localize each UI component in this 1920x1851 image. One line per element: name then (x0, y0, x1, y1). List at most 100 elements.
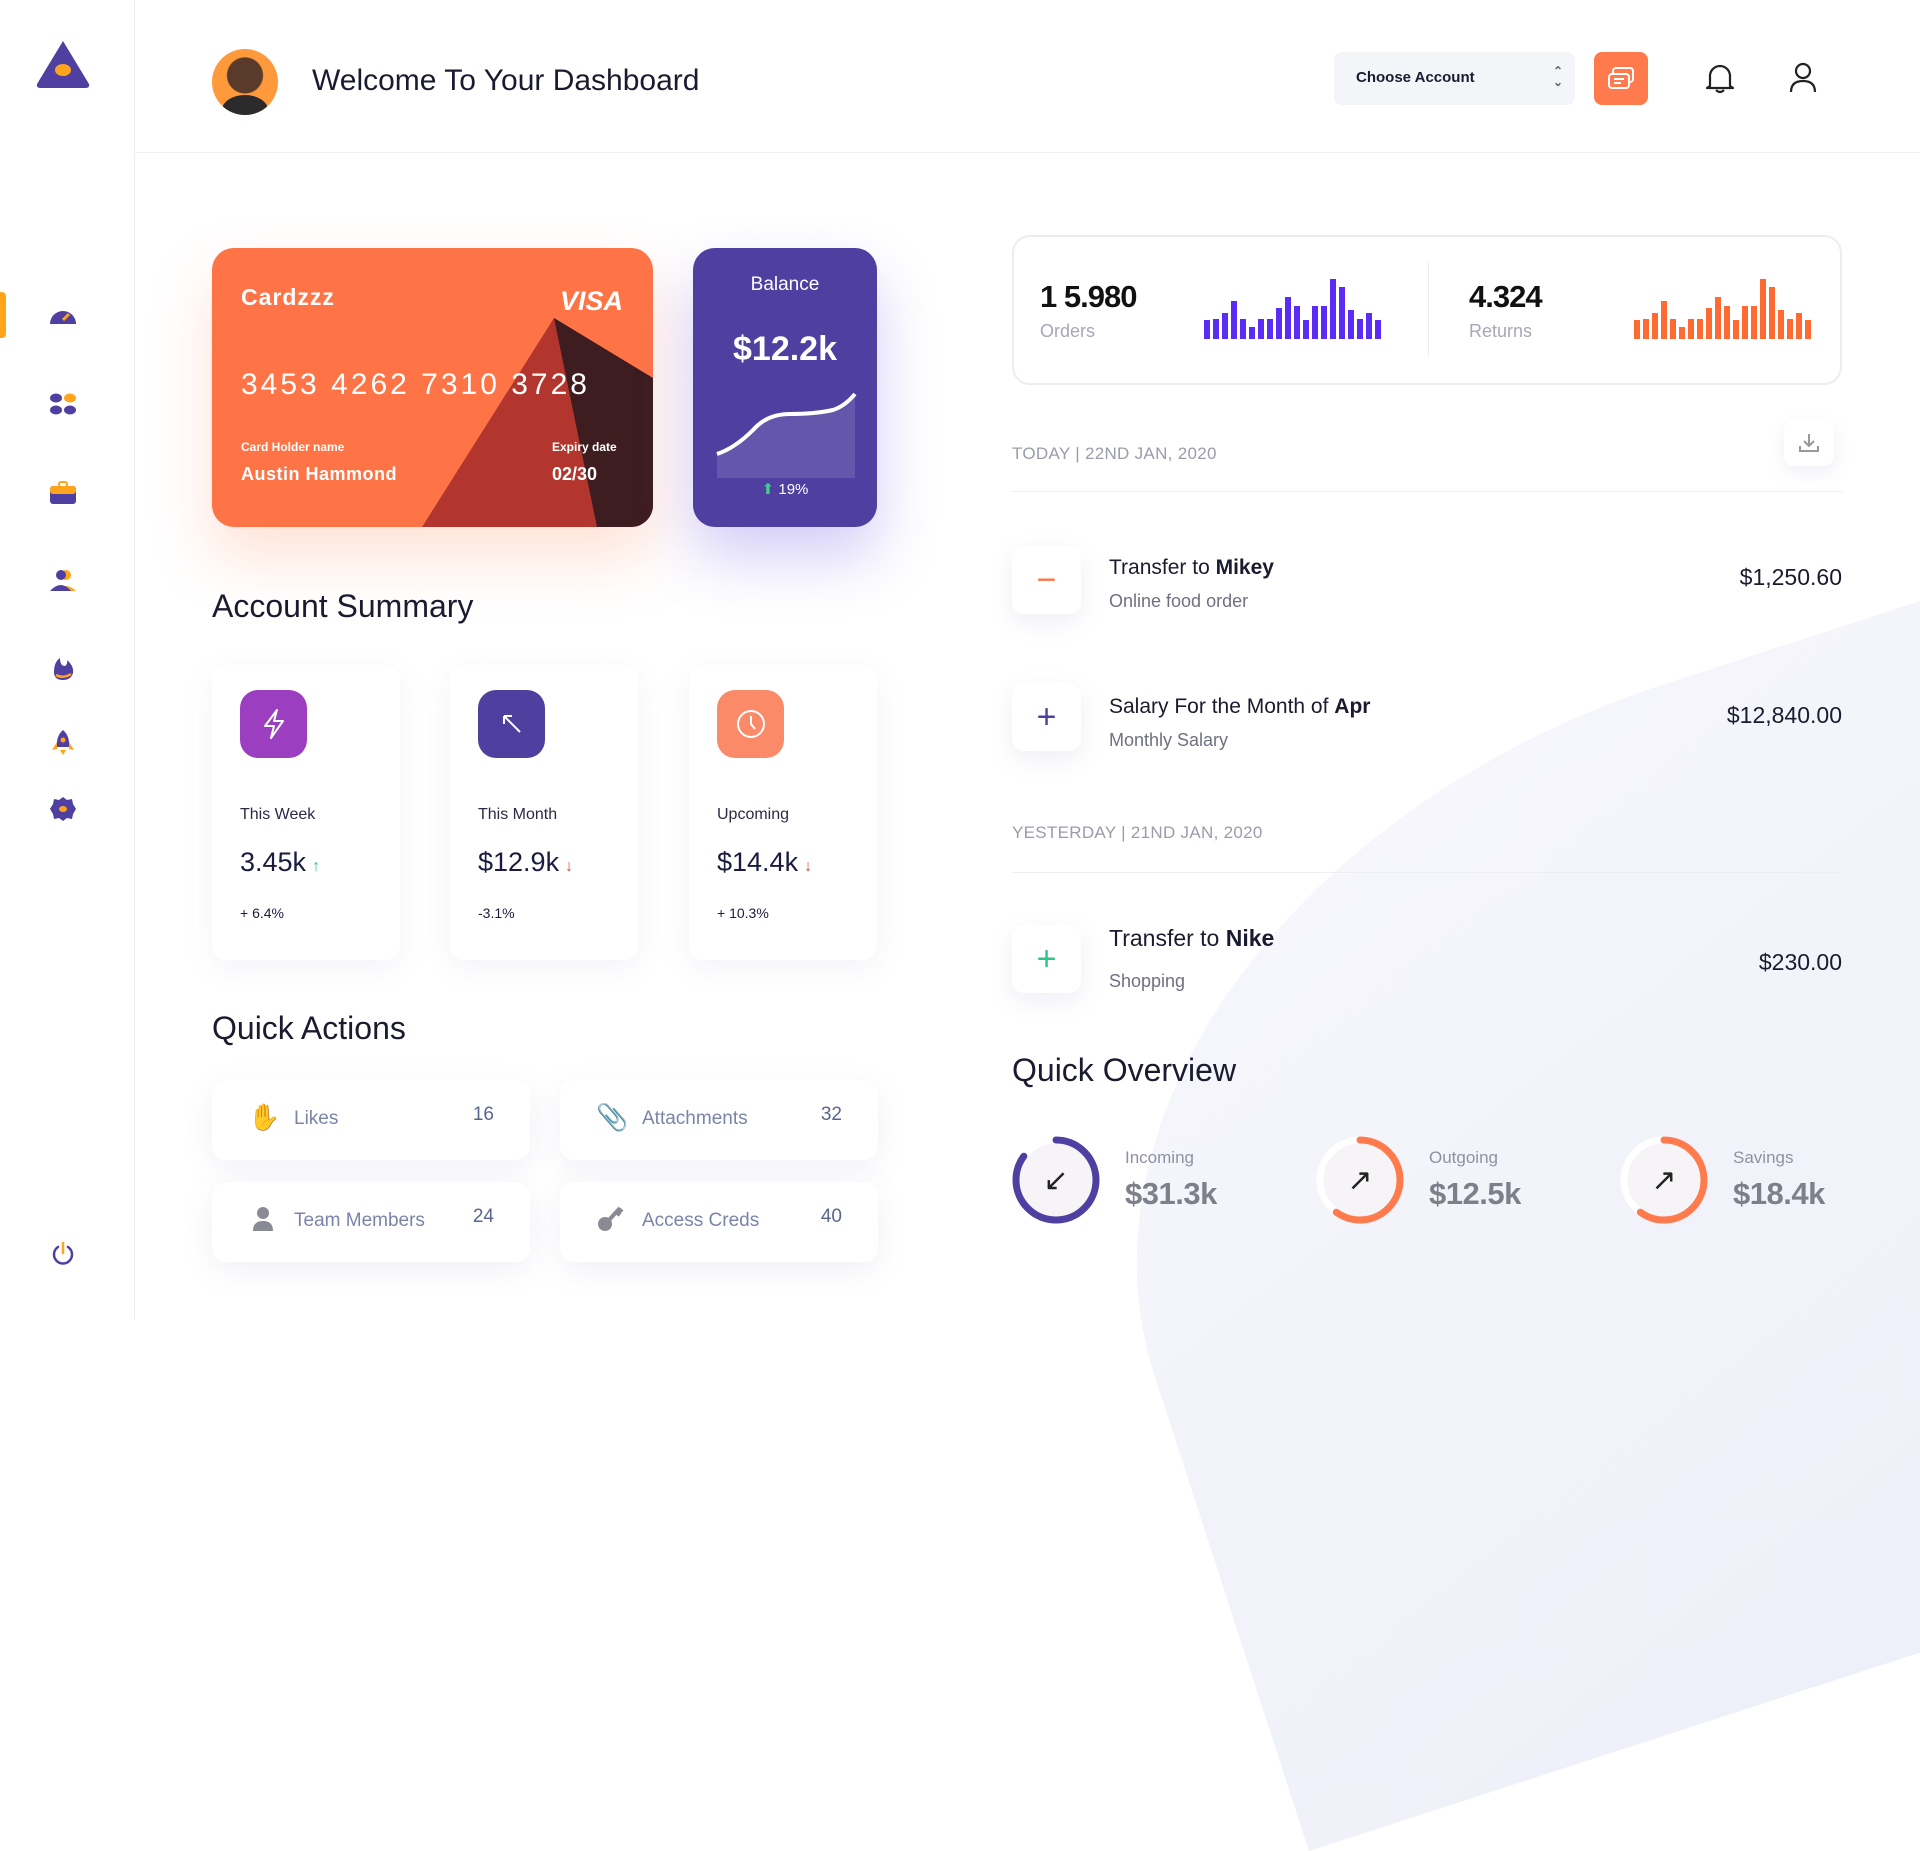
count: 32 (820, 1104, 842, 1125)
dashboard-icon[interactable] (45, 298, 81, 334)
returns-bar (1724, 306, 1730, 339)
credit-card[interactable]: Cardzzz VISA 3453 4262 7310 3728 Card Ho… (212, 248, 653, 527)
orders-bar (1321, 306, 1327, 339)
returns-value: 4.324 (1469, 279, 1543, 314)
summary-value: 3.45k ↑ (240, 847, 320, 878)
returns-bar (1769, 287, 1775, 339)
messages-button[interactable] (1594, 52, 1648, 105)
header-divider (135, 152, 1920, 153)
orders-label: Orders (1040, 321, 1096, 341)
active-indicator (0, 292, 6, 338)
summary-label: This Month (478, 806, 558, 823)
count: 16 (472, 1104, 494, 1125)
orders-bar (1348, 310, 1354, 339)
orders-bar (1240, 318, 1246, 339)
stats-panel: 1 5.980 Orders 4.324 Returns (1012, 235, 1842, 385)
summary-card-this-week[interactable]: This Week 3.45k ↑ + 6.4% (212, 665, 400, 960)
orders-bar (1366, 313, 1372, 339)
overview-label: Outgoing (1429, 1148, 1498, 1167)
plus-icon[interactable]: + (1012, 925, 1081, 993)
name: Mikey (1215, 556, 1274, 579)
orders-bar (1204, 320, 1210, 339)
returns-bar (1751, 306, 1757, 339)
returns-bar-chart (1634, 277, 1811, 339)
returns-bar (1715, 297, 1721, 339)
balance-sparkline (716, 392, 857, 478)
orders-bar (1285, 297, 1291, 339)
card-holder-name: Austin Hammond (241, 464, 398, 484)
orders-bar (1213, 318, 1219, 339)
orders-bar (1231, 300, 1237, 339)
settings-icon[interactable] (45, 791, 81, 827)
key-icon (598, 1206, 624, 1231)
orders-value: 1 5.980 (1040, 279, 1137, 314)
label: Team Members (294, 1210, 425, 1231)
overview-label: Incoming (1125, 1148, 1194, 1167)
balance-change: ⬆ 19% (693, 480, 877, 498)
count: 24 (472, 1206, 494, 1227)
transaction-title: Transfer to Mikey (1109, 556, 1274, 580)
arrow-icon: ↗ (1347, 1164, 1372, 1197)
returns-bar (1697, 318, 1703, 339)
summary-card-this-month[interactable]: This Month $12.9k ↓ -3.1% (450, 665, 638, 960)
bell-icon[interactable] (1705, 62, 1735, 94)
plus-icon[interactable]: + (1012, 683, 1081, 751)
lightning-icon (240, 690, 307, 758)
download-icon (1799, 434, 1819, 452)
quick-action-likes[interactable]: ✋ Likes 16 (212, 1080, 530, 1160)
up-arrow-icon: ⬆ (761, 481, 779, 498)
power-icon[interactable] (45, 1236, 81, 1272)
apps-icon[interactable] (45, 386, 81, 422)
visa-logo: VISA (559, 286, 623, 316)
avatar[interactable] (212, 49, 278, 115)
expiry-date: 02/30 (552, 464, 598, 484)
count: 40 (820, 1206, 842, 1227)
returns-bar (1652, 313, 1658, 339)
label: Attachments (642, 1108, 748, 1129)
arrow-icon: ↗ (1651, 1164, 1676, 1197)
orders-bar (1294, 306, 1300, 339)
rocket-icon[interactable] (45, 725, 81, 761)
orders-bar (1357, 318, 1363, 339)
clock-icon (717, 690, 784, 758)
returns-bar (1760, 279, 1766, 339)
choose-account-select[interactable]: Choose Account ⌃ ⌄ (1334, 52, 1575, 105)
returns-bar (1796, 313, 1802, 339)
user-icon[interactable] (1788, 62, 1818, 94)
balance-label: Balance (750, 274, 820, 295)
trend-down-icon: ↓ (804, 858, 813, 875)
person-icon (253, 1207, 273, 1231)
arrow-up-left-icon (478, 690, 545, 758)
returns-bar (1688, 318, 1694, 339)
quick-action-team-members[interactable]: Team Members 24 (212, 1182, 530, 1262)
quick-action-attachments[interactable]: 📎 Attachments 32 (560, 1080, 878, 1160)
returns-bar (1742, 306, 1748, 339)
logo-icon[interactable] (34, 38, 92, 90)
summary-card-upcoming[interactable]: Upcoming $14.4k ↓ + 10.3% (689, 665, 877, 960)
transaction-subtitle: Shopping (1109, 971, 1186, 991)
stats-divider (1428, 261, 1429, 356)
balance-card[interactable]: Balance $12.2k ⬆ 19% (693, 248, 877, 527)
summary-value: $12.9k ↓ (478, 847, 573, 878)
overview-label: Savings (1733, 1148, 1794, 1167)
users-icon[interactable] (45, 563, 81, 599)
quick-actions-title: Quick Actions (212, 1010, 406, 1046)
clap-hand-icon: ✋ (248, 1102, 281, 1132)
overview-value: $31.3k (1125, 1176, 1217, 1211)
card-brand: Cardzzz (241, 284, 335, 310)
label: Access Creds (642, 1210, 760, 1231)
orders-bar (1258, 318, 1264, 339)
summary-percent: + 6.4% (240, 905, 284, 921)
prefix: Salary For the Month of (1109, 695, 1335, 718)
summary-label: This Week (240, 806, 316, 823)
prefix: Transfer to (1109, 925, 1226, 951)
fire-icon[interactable] (45, 651, 81, 687)
briefcase-icon[interactable] (45, 475, 81, 511)
download-button[interactable] (1784, 420, 1834, 466)
today-label: TODAY | 22ND JAN, 2020 (1012, 444, 1217, 463)
minus-icon[interactable]: − (1012, 546, 1081, 614)
chevron-updown-icon: ⌃ ⌄ (1552, 64, 1563, 89)
quick-action-access-creds[interactable]: Access Creds 40 (560, 1182, 878, 1262)
returns-bar (1679, 326, 1685, 339)
name: Nike (1225, 925, 1275, 951)
